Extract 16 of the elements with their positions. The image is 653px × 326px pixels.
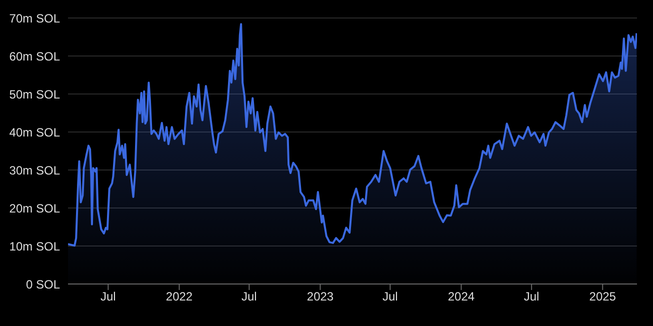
x-tick-label: 2024 [448,290,475,304]
y-tick-label: 40m SOL [9,125,60,140]
y-tick-label: 20m SOL [9,201,60,216]
x-tick-label: 2023 [306,290,334,304]
x-tick-label: Jul [100,290,116,304]
y-tick-label: 10m SOL [9,239,60,254]
y-tick-label: 0 SOL [26,277,60,292]
x-tick-label: 2022 [166,290,193,304]
x-tick-label: Jul [524,290,540,304]
x-tick-label: 2025 [589,290,616,304]
y-tick-label: 70m SOL [9,11,60,26]
x-tick-label: Jul [382,290,398,304]
y-tick-label: 50m SOL [9,87,60,102]
y-tick-label: 30m SOL [9,163,60,178]
x-tick-label: Jul [241,290,257,304]
y-tick-label: 60m SOL [9,49,60,64]
